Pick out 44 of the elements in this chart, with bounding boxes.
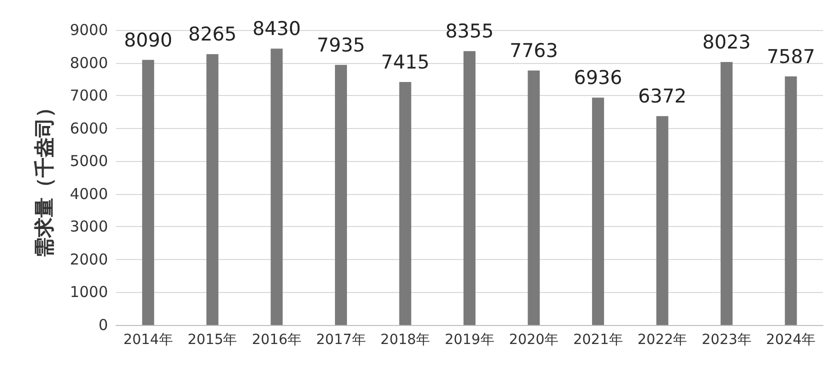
bar [720,62,733,325]
x-tick-label: 2016年 [252,332,302,348]
bar [656,116,668,325]
x-tick-label: 2019年 [444,332,494,348]
x-tick-label: 2020年 [508,332,559,348]
x-tick-label: 2023年 [702,332,752,348]
x-tick-label: 2018年 [380,332,430,348]
y-axis-title: 需求量（千盎司） [32,98,56,258]
data-label: 8430 [252,18,301,40]
bar [334,64,347,325]
data-label: 8355 [445,20,494,43]
bar [784,76,797,325]
y-tick-label: 7000 [70,86,108,105]
y-tick-label: 1000 [70,283,108,302]
bar [142,60,154,325]
bar [206,54,218,325]
bar [270,48,283,325]
data-label: 7763 [510,40,558,62]
y-tick-label: 3000 [70,218,108,236]
data-label: 6936 [574,67,622,90]
bar [592,98,604,325]
x-tick-label: 2022年 [638,332,688,348]
data-label: 7415 [381,51,430,74]
y-tick-label: 6000 [70,119,108,138]
x-tick-label: 2017年 [316,332,366,348]
data-label: 8265 [188,24,237,46]
bar [399,82,412,325]
bar [464,51,476,325]
x-tick-label: 2024年 [766,332,816,348]
bar [528,70,540,325]
data-label: 7935 [316,34,366,56]
y-tick-label: 2000 [70,250,108,268]
y-tick-label: 9000 [70,21,108,39]
y-tick-label: 4000 [70,184,108,203]
data-label: 8090 [124,29,172,52]
y-tick-label: 8000 [70,54,108,72]
data-label: 8023 [702,32,751,54]
data-label: 6372 [638,86,686,108]
x-tick-label: 2021年 [573,332,623,348]
y-tick-label: 5000 [70,152,108,170]
y-tick-label: 0 [98,316,108,334]
x-tick-label: 2015年 [188,332,238,348]
x-tick-label: 2014年 [123,332,173,348]
data-label: 7587 [766,46,816,68]
